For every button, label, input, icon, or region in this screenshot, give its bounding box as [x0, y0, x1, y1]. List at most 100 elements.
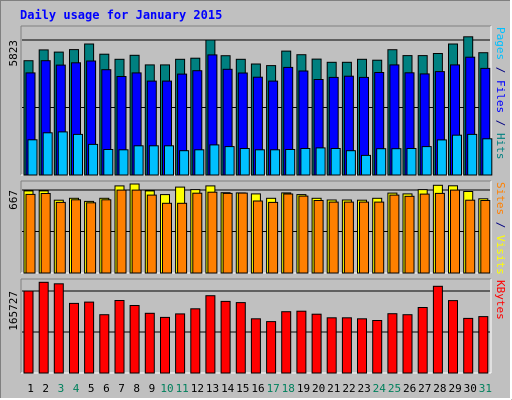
- bar-sites-day-4: [71, 199, 81, 274]
- legend-files-2: Files: [494, 80, 507, 113]
- bar-sites-day-13: [207, 191, 218, 274]
- bar-pages-day-6: [103, 149, 114, 176]
- bar-kbytes-day-1: [23, 290, 34, 374]
- bar-kbytes-day-30: [463, 317, 474, 374]
- bar-kbytes-day-16: [250, 318, 261, 374]
- legend-hits-4: Hits: [494, 133, 507, 160]
- bar-kbytes-day-7: [114, 300, 125, 374]
- bar-kbytes-day-14: [220, 300, 231, 374]
- bar-pages-day-2: [42, 132, 53, 176]
- panel-legend: KBytes: [494, 280, 507, 320]
- bar-pages-day-31: [482, 138, 493, 176]
- panel-legend: Sites / Visits: [494, 182, 507, 275]
- bar-pages-day-28: [436, 139, 447, 176]
- day-label-12: 12: [191, 382, 204, 395]
- bar-sites-day-25: [389, 194, 400, 274]
- day-label-8: 8: [133, 382, 140, 395]
- bar-kbytes-day-6: [99, 314, 110, 374]
- bar-pages-day-12: [194, 149, 205, 176]
- bar-kbytes-day-31: [478, 316, 489, 374]
- legend-sites-0: Sites: [494, 182, 507, 215]
- legend-/-1: /: [494, 60, 507, 80]
- series-sites: [25, 189, 491, 274]
- day-label-28: 28: [433, 382, 446, 395]
- bar-sites-day-8: [131, 189, 142, 274]
- bar-pages-day-5: [88, 143, 99, 176]
- bar-sites-day-11: [177, 202, 188, 274]
- bar-sites-day-30: [465, 199, 476, 274]
- legend-pages-0: Pages: [494, 27, 507, 60]
- bar-sites-day-18: [283, 193, 294, 274]
- bar-kbytes-day-12: [190, 308, 201, 374]
- day-label-10: 10: [160, 382, 173, 395]
- bar-sites-day-15: [237, 192, 248, 274]
- day-label-24: 24: [373, 382, 387, 395]
- bar-kbytes-day-29: [448, 300, 458, 374]
- series-files: [25, 54, 491, 176]
- bar-sites-day-2: [40, 193, 51, 274]
- bar-sites-day-9: [146, 194, 157, 274]
- bar-pages-day-1: [27, 139, 38, 176]
- bar-sites-day-5: [86, 202, 97, 274]
- panel-axis-max-label: 667: [7, 190, 20, 210]
- day-label-31: 31: [479, 382, 492, 395]
- bar-kbytes-day-22: [341, 317, 352, 374]
- bar-sites-day-7: [116, 189, 127, 274]
- day-label-23: 23: [357, 382, 370, 395]
- bar-sites-day-12: [192, 192, 203, 274]
- bar-pages-day-14: [224, 146, 235, 176]
- legend-/-3: /: [494, 113, 507, 133]
- day-label-15: 15: [236, 382, 249, 395]
- bar-pages-day-25: [391, 148, 402, 176]
- bar-kbytes-day-4: [69, 302, 79, 374]
- legend-/-1: /: [494, 215, 507, 235]
- bar-sites-day-29: [450, 189, 460, 274]
- bar-sites-day-20: [313, 200, 324, 274]
- chart-title: Daily usage for January 2015: [20, 8, 222, 22]
- day-label-19: 19: [297, 382, 310, 395]
- visits-panel: 667 Sites / Visits: [7, 180, 507, 275]
- bar-pages-day-19: [300, 148, 311, 176]
- day-label-9: 9: [149, 382, 156, 395]
- bar-sites-day-28: [434, 192, 445, 274]
- day-label-13: 13: [206, 382, 219, 395]
- day-label-16: 16: [251, 382, 264, 395]
- bar-sites-day-19: [298, 195, 309, 274]
- bar-pages-day-16: [254, 149, 265, 176]
- day-label-7: 7: [118, 382, 125, 395]
- bar-kbytes-day-5: [84, 301, 95, 374]
- bar-pages-day-29: [452, 134, 462, 176]
- bar-pages-day-4: [73, 133, 83, 176]
- bar-pages-day-13: [209, 144, 220, 176]
- bar-pages-day-23: [361, 154, 371, 176]
- bar-kbytes-day-3: [53, 283, 64, 374]
- bar-sites-day-27: [419, 193, 430, 274]
- bar-sites-day-16: [252, 200, 263, 274]
- bar-sites-day-6: [101, 199, 112, 274]
- bar-pages-day-26: [406, 148, 417, 176]
- bar-pages-day-30: [467, 133, 478, 176]
- bar-pages-day-18: [285, 149, 296, 176]
- bar-kbytes-day-19: [296, 310, 307, 374]
- bar-pages-day-20: [315, 147, 326, 176]
- panel-legend: Pages / Files / Hits: [494, 27, 507, 160]
- day-label-29: 29: [448, 382, 461, 395]
- series-kbytes: [23, 281, 489, 374]
- bar-sites-day-24: [374, 201, 385, 274]
- bar-kbytes-day-15: [235, 302, 246, 374]
- bar-sites-day-22: [343, 201, 354, 274]
- bar-kbytes-day-2: [38, 281, 49, 374]
- bar-pages-day-7: [118, 149, 129, 176]
- bar-sites-day-31: [480, 200, 491, 274]
- bar-kbytes-day-21: [326, 317, 337, 374]
- legend-visits-2: Visits: [494, 235, 507, 275]
- series-pages: [27, 131, 493, 176]
- bar-kbytes-day-20: [311, 313, 322, 374]
- day-label-2: 2: [42, 382, 49, 395]
- bar-kbytes-day-9: [144, 312, 155, 374]
- bar-sites-day-1: [25, 193, 36, 274]
- day-label-26: 26: [403, 382, 416, 395]
- bar-sites-day-21: [328, 201, 339, 274]
- day-label-17: 17: [267, 382, 280, 395]
